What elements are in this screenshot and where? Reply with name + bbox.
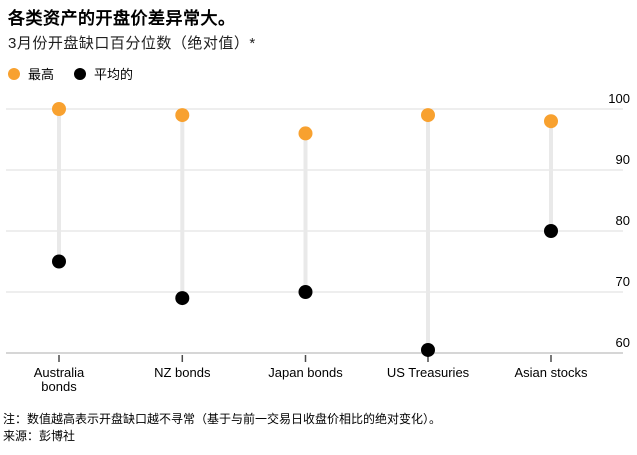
max-dot: [544, 114, 558, 129]
max-dot: [421, 108, 435, 123]
y-tick-label: 90: [616, 152, 630, 167]
legend-item-average: 平均的: [74, 64, 133, 83]
legend-item-max: 最高: [8, 64, 54, 83]
max-dot: [175, 108, 190, 123]
x-category-label: Asian stocks: [515, 365, 588, 380]
x-category-label: NZ bonds: [154, 365, 211, 380]
source-text: 来源：彭博社: [3, 429, 76, 443]
average-dot: [298, 285, 313, 299]
y-tick-label: 70: [616, 274, 630, 289]
legend-average-label: 平均的: [94, 67, 134, 82]
chart-subtitle: 3月份开盘缺口百分位数（绝对值）*: [8, 35, 256, 52]
footnote-text: 注：数值越高表示开盘缺口越不寻常（基于与前一交易日收盘价相比的绝对变化）。: [3, 412, 442, 426]
average-dot: [544, 224, 558, 238]
x-category-label: Japan bonds: [268, 365, 343, 380]
y-tick-label: 100: [608, 91, 630, 106]
legend-average-dot-icon: [74, 67, 87, 80]
max-dot: [52, 102, 66, 116]
chart-footnote: 注：数值越高表示开盘缺口越不寻常（基于与前一交易日收盘价相比的绝对变化）。 来源…: [3, 411, 441, 445]
average-dot: [52, 254, 66, 269]
legend-max-dot-icon: [8, 67, 20, 80]
y-tick-label: 60: [616, 335, 630, 350]
x-category-label: US Treasuries: [387, 365, 470, 380]
chart-title: 各类资产的开盘价差异常大。: [8, 9, 236, 28]
y-tick-label: 80: [616, 213, 630, 228]
legend-max-label: 最高: [28, 67, 55, 82]
x-category-label: Australia bonds: [34, 365, 85, 394]
chart-legend: 最高 平均的: [8, 64, 133, 83]
average-dot: [421, 342, 435, 357]
max-dot: [298, 126, 313, 141]
average-dot: [175, 291, 190, 306]
